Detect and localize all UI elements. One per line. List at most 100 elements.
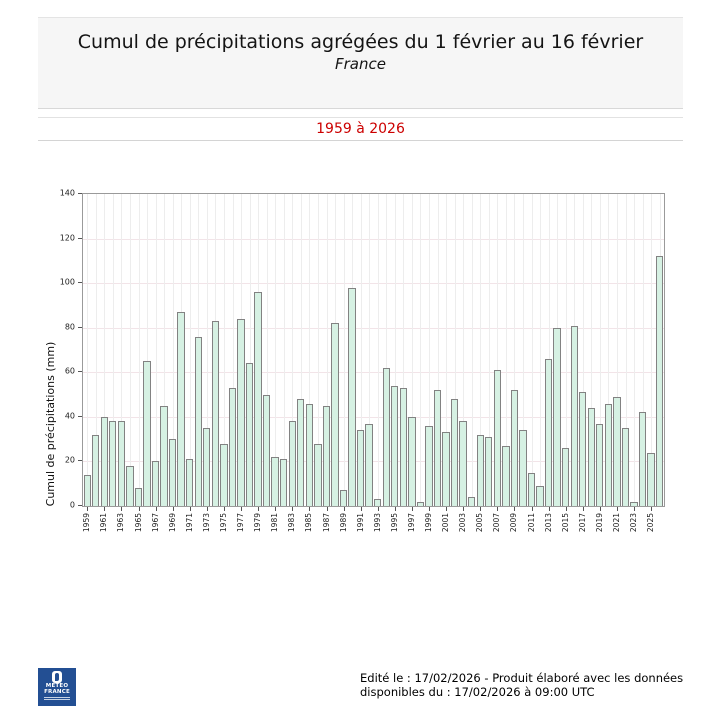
gridline-v	[292, 194, 294, 506]
bar-1998	[416, 501, 425, 506]
edition-note: Edité le : 17/02/2026 - Produit élaboré …	[360, 671, 683, 699]
bar-2012	[536, 485, 544, 506]
gridline-v	[232, 194, 234, 506]
x-tick-mark	[565, 507, 567, 511]
gridline-v	[514, 194, 516, 506]
y-tick-mark	[78, 282, 82, 284]
gridline-v	[608, 194, 610, 506]
bar-1970	[177, 312, 185, 506]
x-tick-mark	[463, 507, 465, 511]
x-tick-mark	[292, 507, 294, 511]
y-tick-label: 140	[59, 188, 75, 198]
gridline-v	[599, 194, 601, 506]
bar-1975	[220, 443, 228, 506]
y-tick-mark	[78, 237, 82, 239]
x-tick-mark	[223, 507, 225, 511]
x-tick-mark	[155, 507, 157, 511]
bar-1961	[100, 416, 108, 506]
bar-1987	[322, 405, 331, 506]
page-title: Cumul de précipitations agrégées du 1 fé…	[77, 31, 644, 53]
x-tick-mark	[429, 507, 431, 511]
gridline-h	[83, 372, 664, 374]
gridline-h	[83, 327, 664, 329]
x-tick-mark	[87, 507, 89, 511]
gridline-v	[565, 194, 567, 506]
bar-1965	[134, 488, 143, 506]
bar-1995	[391, 385, 399, 506]
bar-1984	[297, 399, 305, 506]
gridline-v	[360, 194, 362, 506]
bar-2023	[630, 501, 638, 506]
bar-1959	[83, 474, 91, 506]
x-tick-mark	[634, 507, 636, 511]
bar-2010	[519, 430, 527, 506]
gridline-v	[437, 194, 439, 506]
period-band: 1959 à 2026	[38, 117, 683, 141]
y-tick-mark	[78, 415, 82, 417]
gridline-v	[454, 194, 456, 506]
gridline-h	[83, 416, 664, 418]
bar-1962	[109, 421, 117, 506]
bar-2004	[467, 497, 476, 506]
x-tick-mark	[258, 507, 260, 511]
header-band: Cumul de précipitations agrégées du 1 fé…	[38, 17, 683, 109]
gridline-v	[591, 194, 593, 506]
meteo-france-logo: METEO FRANCE	[38, 668, 76, 706]
bar-2020	[604, 403, 613, 506]
gridline-v	[155, 194, 157, 506]
gridline-v	[488, 194, 490, 506]
gridline-v	[403, 194, 405, 506]
x-tick-mark	[172, 507, 174, 511]
x-tick-mark	[138, 507, 140, 511]
y-tick-mark	[78, 505, 82, 506]
gridline-v	[642, 194, 644, 506]
period-label: 1959 à 2026	[316, 121, 405, 137]
gridline-v	[582, 194, 584, 506]
bar-1981	[271, 456, 279, 506]
y-tick-mark	[78, 193, 82, 194]
bar-1969	[168, 439, 177, 506]
y-tick-label: 0	[69, 500, 75, 510]
logo-text-france: FRANCE	[44, 689, 70, 695]
x-tick-mark	[309, 507, 311, 511]
bar-1977	[237, 318, 245, 506]
bar-1985	[305, 403, 313, 506]
gridline-v	[480, 194, 482, 506]
bar-1966	[143, 361, 151, 506]
bar-1989	[339, 490, 348, 506]
gridline-v	[386, 194, 388, 506]
bar-1972	[194, 336, 202, 506]
gridline-v	[634, 194, 636, 506]
gridline-v	[505, 194, 507, 506]
bar-1967	[151, 461, 160, 506]
y-tick-mark	[78, 371, 82, 373]
gridline-h	[83, 283, 664, 285]
bar-1999	[425, 425, 433, 506]
gridline-v	[617, 194, 618, 506]
bar-1996	[399, 387, 407, 506]
plot-area	[82, 193, 665, 507]
bar-1973	[203, 428, 211, 506]
gridline-v	[95, 194, 97, 506]
precipitation-bar-chart: Cumul de précipitations (mm) 0 20 40 60 80 10…	[44, 188, 665, 532]
y-tick-label: 60	[64, 366, 75, 376]
y-tick-mark	[78, 326, 82, 328]
gridline-v	[446, 194, 448, 506]
x-tick-mark	[548, 507, 550, 511]
x-tick-mark	[206, 507, 208, 511]
x-tick-mark	[394, 507, 396, 511]
bar-1971	[186, 459, 194, 506]
gridline-v	[300, 194, 302, 506]
x-tick-mark	[599, 507, 601, 511]
bar-1992	[365, 423, 373, 506]
x-tick-mark	[651, 507, 653, 511]
y-tick-label: 40	[64, 411, 75, 421]
bar-1982	[280, 459, 288, 506]
bar-2009	[510, 390, 519, 506]
gridline-v	[531, 194, 533, 506]
gridline-v	[164, 194, 166, 506]
x-tick-mark	[360, 507, 362, 511]
gridline-v	[326, 194, 328, 506]
x-tick-mark	[531, 507, 533, 511]
x-tick-mark	[121, 507, 123, 511]
